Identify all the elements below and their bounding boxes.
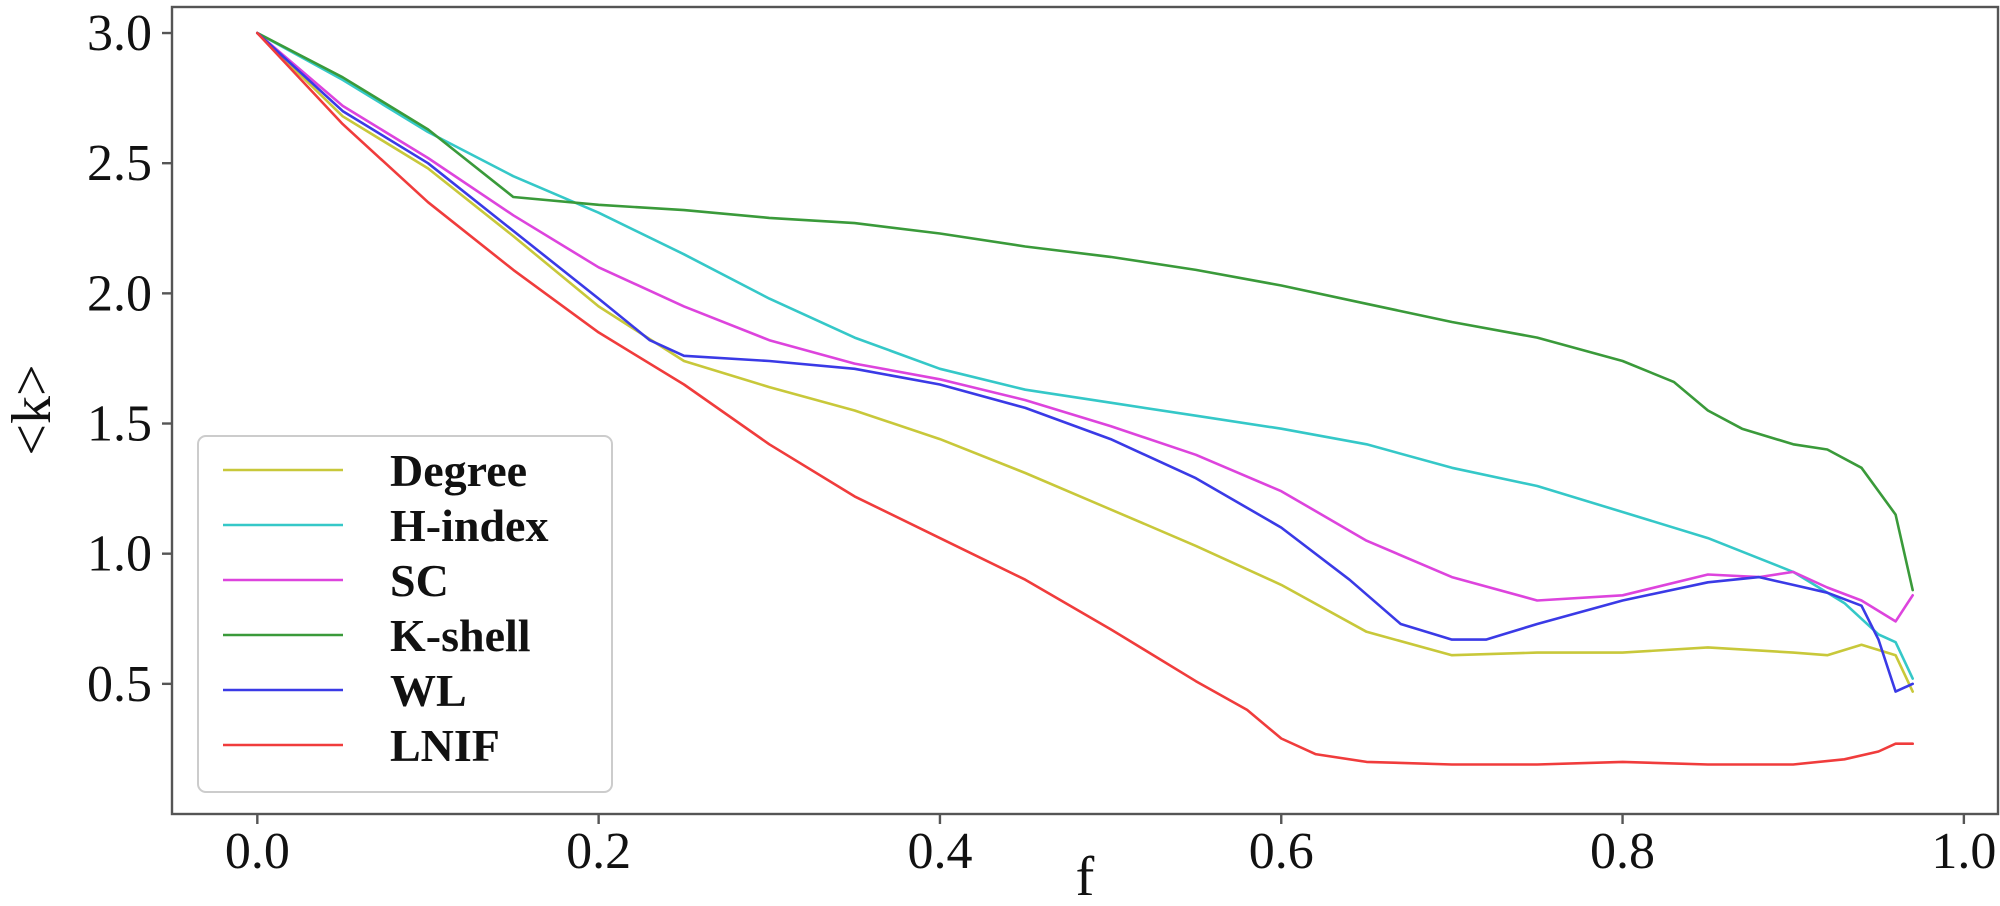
series-line-h-index [256,31,1914,680]
legend-label-lnif: LNIF [390,720,500,771]
series-group [256,31,1914,766]
x-tick-label: 0.6 [1249,823,1314,880]
series-line-lnif [256,31,1914,766]
x-tick-label: 0.0 [225,823,290,880]
y-tick-label: 1.5 [87,396,152,453]
x-tick-label: 0.4 [907,823,972,880]
x-axis-label: f [1076,846,1095,906]
legend-label-h-index: H-index [390,500,548,551]
series-line-degree [256,31,1914,693]
y-tick-label: 2.5 [87,135,152,192]
x-tick-label: 1.0 [1931,823,1996,880]
y-axis-label: <k> [1,364,63,455]
plot-frame [170,5,2000,816]
y-tick-label: 3.0 [87,5,152,62]
legend-label-k-shell: K-shell [390,610,531,661]
y-tick-label: 2.0 [87,265,152,322]
legend-label-degree: Degree [390,445,527,496]
legend-label-sc: SC [390,555,449,606]
x-tick-label: 0.8 [1590,823,1655,880]
series-line-sc [256,31,1914,623]
legend-label-wl: WL [390,665,467,716]
axis-ticks: 0.0 0.2 0.4 0.6 0.8 1.0 0.5 1.0 1.5 2.0 2.5 3.0 [87,5,1996,880]
series-line-wl [256,31,1914,693]
y-tick-label: 1.0 [87,526,152,583]
y-tick-label: 0.5 [87,656,152,713]
series-line-k-shell [256,31,1914,592]
x-tick-label: 0.2 [566,823,631,880]
